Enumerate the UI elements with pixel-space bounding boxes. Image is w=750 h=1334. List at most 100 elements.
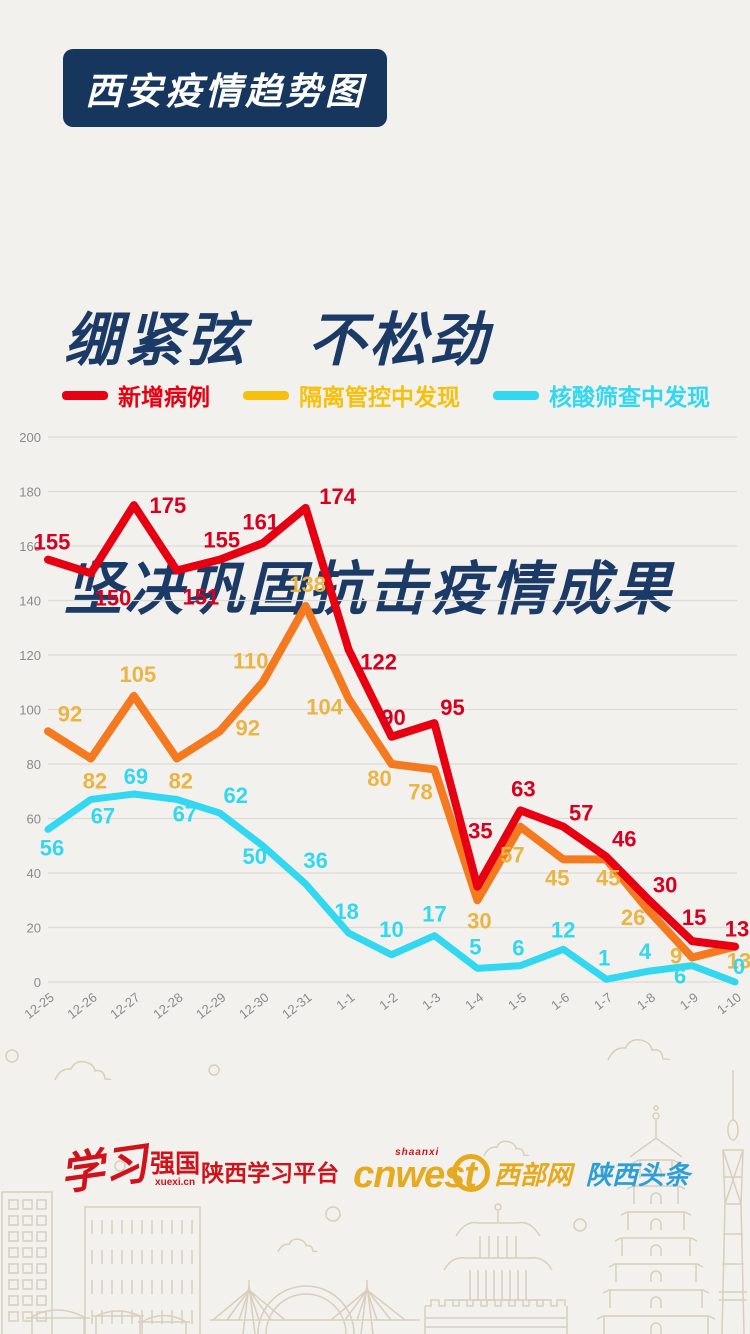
logo-shaanxi-toutiao: 陕西头条 <box>586 1149 690 1192</box>
data-label: 56 <box>40 835 64 860</box>
data-label: 0 <box>733 954 745 979</box>
data-label: 110 <box>233 648 269 673</box>
data-label: 4 <box>639 939 652 964</box>
x-tick-label: 12-29 <box>193 990 228 1022</box>
skyline-lines <box>1 1039 747 1334</box>
data-label: 15 <box>682 905 706 930</box>
data-label: 138 <box>289 572 326 597</box>
x-tick-label: 1-5 <box>505 990 529 1013</box>
data-label: 57 <box>569 801 593 826</box>
legend-label: 隔离管控中发现 <box>299 384 460 410</box>
data-label: 63 <box>511 776 535 801</box>
x-tick-label: 1-10 <box>714 990 744 1018</box>
data-label: 104 <box>306 695 343 720</box>
data-label: 82 <box>83 769 107 794</box>
poster-heading: 绷紧弦 不松劲 坚决巩固抗击疫情成果 <box>64 134 674 798</box>
data-label: 6 <box>674 964 686 989</box>
data-label: 67 <box>173 801 197 826</box>
data-label: 5 <box>469 934 481 959</box>
data-label: 46 <box>612 827 636 852</box>
x-tick-label: 1-3 <box>419 990 443 1013</box>
legend-swatch-icon <box>243 390 289 400</box>
x-tick-label: 1-7 <box>591 990 615 1013</box>
data-label: 82 <box>169 769 193 794</box>
cnwest-wordmark: shaanxi cnwest <box>353 1147 477 1196</box>
y-tick-label: 100 <box>19 703 41 718</box>
y-tick-label: 0 <box>34 975 41 990</box>
y-tick-label: 200 <box>19 430 41 445</box>
data-label: 155 <box>34 530 71 555</box>
title-badge-text: 西安疫情趋势图 <box>85 71 365 112</box>
title-badge: 西安疫情趋势图 <box>63 49 387 127</box>
x-tick-label: 1-9 <box>677 990 701 1013</box>
data-label: 161 <box>242 509 279 534</box>
x-tick-label: 1-8 <box>634 990 658 1013</box>
data-label: 151 <box>182 585 219 610</box>
legend-item-0: 新增病例 <box>62 378 210 412</box>
data-label: 30 <box>467 908 491 933</box>
series-line-2 <box>44 790 739 986</box>
legend-label: 核酸筛查中发现 <box>549 384 710 410</box>
xuexi-qiangguo-text: 强国 <box>150 1149 201 1178</box>
data-label: 13 <box>727 949 750 974</box>
heading-line-2: 坚决巩固抗击疫情成果 <box>64 556 675 622</box>
data-label: 26 <box>621 905 645 930</box>
data-label: 150 <box>95 585 132 610</box>
y-tick-label: 180 <box>19 485 41 500</box>
x-tick-label: 12-27 <box>107 990 142 1022</box>
data-label: 105 <box>120 662 157 687</box>
data-label: 17 <box>422 902 446 927</box>
y-tick-label: 60 <box>27 812 41 827</box>
xuexi-wordmark: 强国 xuexi.cn <box>150 1149 201 1189</box>
data-label: 35 <box>468 819 492 844</box>
data-label: 122 <box>360 650 397 675</box>
data-label: 9 <box>670 943 682 968</box>
data-label: 92 <box>236 715 260 740</box>
data-label: 45 <box>596 865 620 890</box>
xibuwang-text: 西部网 <box>493 1159 572 1190</box>
shaanxi-toutiao-text: 陕西头条 <box>585 1159 690 1190</box>
data-label: 95 <box>440 695 464 720</box>
data-label: 10 <box>379 917 403 942</box>
data-label: 174 <box>319 484 356 509</box>
x-tick-label: 12-30 <box>236 990 271 1022</box>
data-label: 18 <box>334 899 358 924</box>
y-tick-label: 80 <box>27 757 41 772</box>
x-tick-label: 12-28 <box>150 990 185 1022</box>
legend-swatch-icon <box>62 390 108 400</box>
y-tick-label: 160 <box>19 539 41 554</box>
skyline-art <box>1 1039 747 1334</box>
data-label: 67 <box>91 803 115 828</box>
data-label: 13 <box>725 917 749 942</box>
y-tick-label: 20 <box>27 921 41 936</box>
cnwest-text: cnwest <box>353 1153 477 1196</box>
legend-item-1: 隔离管控中发现 <box>243 378 460 412</box>
y-tick-label: 140 <box>19 594 41 609</box>
legend-label: 新增病例 <box>118 384 210 410</box>
x-tick-label: 1-1 <box>333 990 357 1013</box>
data-label: 175 <box>150 493 187 518</box>
footer-logos: 学习 强国 xuexi.cn 陕西学习平台 shaanxi cnwest 西部网… <box>0 1139 750 1200</box>
x-tick-label: 1-2 <box>376 990 400 1013</box>
x-tick-label: 12-25 <box>21 990 56 1022</box>
data-label: 12 <box>551 917 575 942</box>
data-label: 50 <box>242 844 266 869</box>
series-line-0 <box>44 501 740 951</box>
data-label: 30 <box>653 872 677 897</box>
data-label: 92 <box>58 701 82 726</box>
heading-line-1: 绷紧弦 不松劲 <box>64 307 492 373</box>
data-label: 57 <box>500 843 524 868</box>
y-tick-label: 40 <box>27 866 41 881</box>
x-tick-label: 1-6 <box>548 990 572 1013</box>
data-label: 6 <box>512 936 524 961</box>
x-tick-label: 12-31 <box>279 990 314 1022</box>
shaanxi-platform-text: 陕西学习平台 <box>201 1160 340 1186</box>
data-label: 90 <box>381 705 405 730</box>
y-tick-label: 120 <box>19 648 41 663</box>
data-label: 1 <box>598 945 610 970</box>
xuexi-script-text: 学习 <box>57 1139 151 1200</box>
